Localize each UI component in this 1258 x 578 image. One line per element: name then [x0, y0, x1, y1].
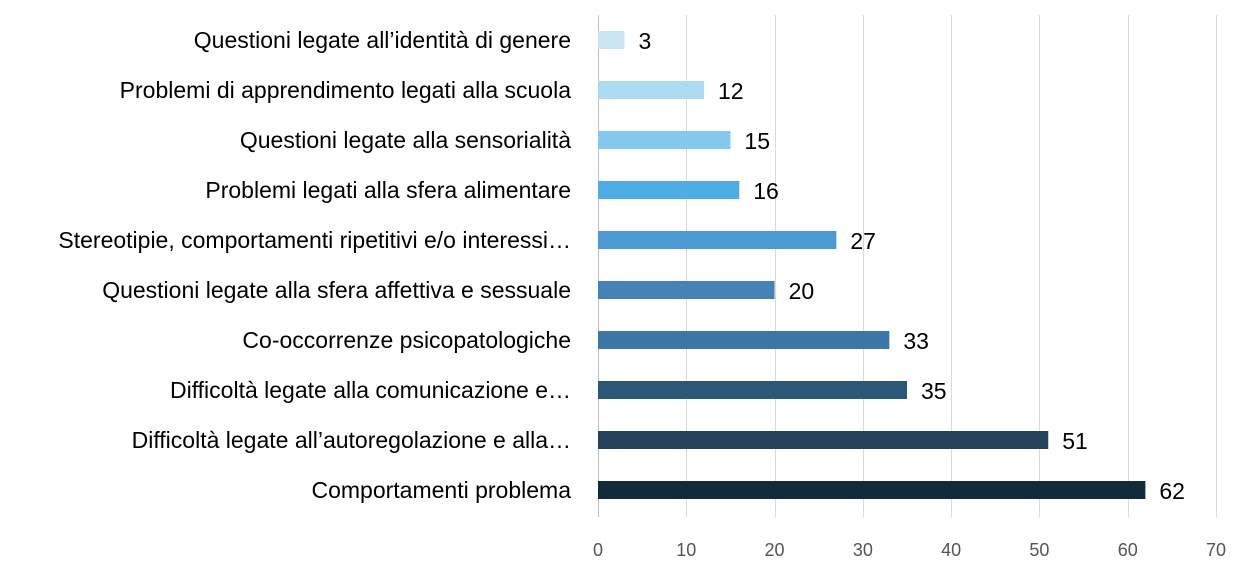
x-tick-label: 50: [1029, 540, 1049, 560]
value-label: 16: [753, 178, 779, 204]
category-label: Problemi di apprendimento legati alla sc…: [120, 77, 572, 103]
value-label: 20: [789, 278, 815, 304]
x-axis-tick-labels: 0 10 20 30 40 50 60 70: [593, 540, 1226, 560]
category-labels: Questioni legate all’identità di genere P…: [58, 27, 571, 503]
value-label: 51: [1062, 428, 1088, 454]
x-tick-label: 40: [941, 540, 961, 560]
bars: [598, 31, 1146, 499]
value-label: 12: [718, 78, 744, 104]
bar: [598, 281, 775, 299]
x-tick-label: 70: [1206, 540, 1226, 560]
bar: [598, 181, 740, 199]
category-label: Questioni legate alla sfera affettiva e …: [102, 277, 571, 303]
bar: [598, 231, 837, 249]
bar: [598, 431, 1049, 449]
category-label: Stereotipie, comportamenti ripetitivi e/…: [58, 227, 571, 253]
value-label: 15: [744, 128, 770, 154]
x-tick-label: 0: [593, 540, 603, 560]
category-label: Problemi legati alla sfera alimentare: [205, 177, 571, 203]
category-label: Difficoltà legate all’autoregolazione e …: [132, 427, 571, 453]
bar: [598, 381, 907, 399]
value-label: 33: [903, 328, 929, 354]
bar: [598, 481, 1146, 499]
x-tick-label: 10: [676, 540, 696, 560]
x-tick-label: 20: [765, 540, 785, 560]
bar: [598, 81, 704, 99]
bar: [598, 131, 731, 149]
bar: [598, 331, 890, 349]
x-tick-label: 30: [853, 540, 873, 560]
value-label: 35: [921, 378, 947, 404]
category-label: Comportamenti problema: [311, 477, 571, 503]
category-label: Difficoltà legate alla comunicazione e…: [170, 377, 571, 403]
bar: [598, 31, 625, 49]
value-label: 27: [850, 228, 876, 254]
value-label: 3: [638, 28, 651, 54]
x-tick-label: 60: [1118, 540, 1138, 560]
category-label: Questioni legate all’identità di genere: [194, 27, 571, 53]
category-label: Questioni legate alla sensorialità: [240, 127, 571, 153]
category-label: Co-occorrenze psicopatologiche: [242, 327, 571, 353]
value-label: 62: [1159, 478, 1185, 504]
